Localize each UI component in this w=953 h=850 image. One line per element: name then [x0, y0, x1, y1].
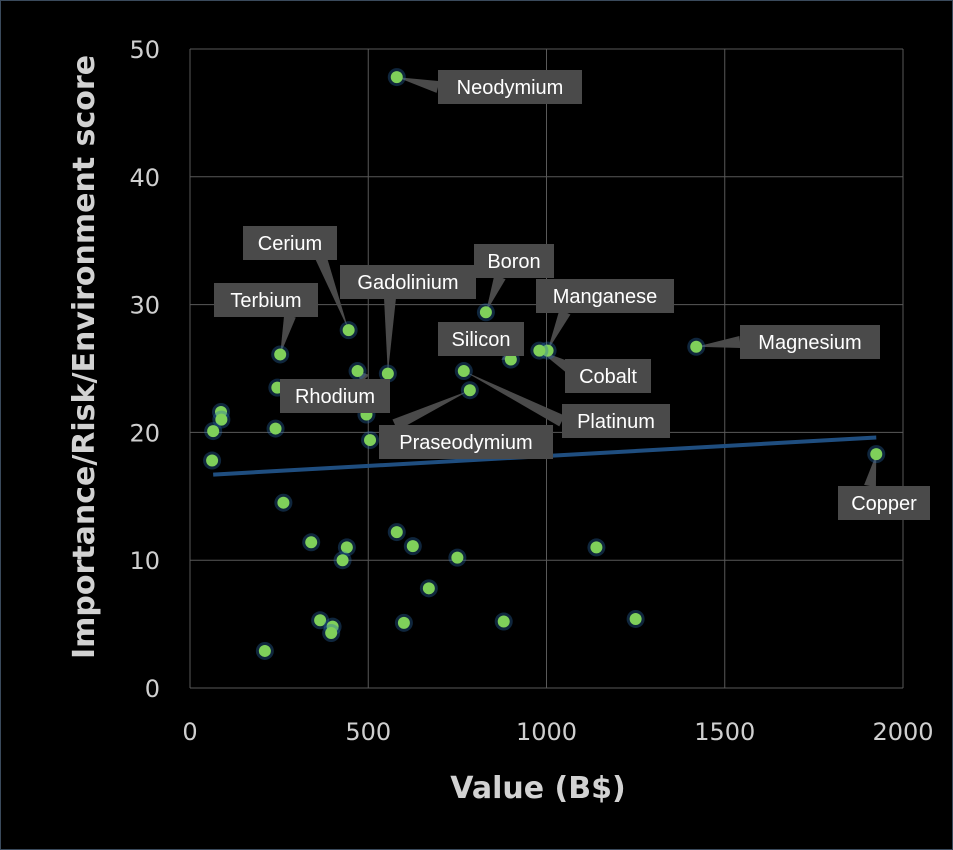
callout-leader-cerium: [314, 252, 349, 331]
callout-label-manganese: Manganese: [553, 286, 658, 308]
data-point-copper: [870, 448, 883, 461]
callout-label-boron: Boron: [487, 251, 540, 273]
callout-box-rhodium: [280, 379, 390, 413]
data-point: [314, 614, 327, 627]
data-point: [390, 526, 403, 539]
callout-leader-gadolinium: [384, 297, 396, 374]
x-tick-label: 2000: [872, 718, 933, 746]
data-point-terbium: [274, 348, 287, 361]
data-point: [364, 434, 377, 447]
callout-leader-boron: [485, 274, 506, 313]
callout-box-platinum: [562, 404, 670, 438]
data-callouts: Neodymium Cerium Terbium Gadolinium Boron Man…: [214, 70, 930, 520]
data-point: [206, 454, 219, 467]
data-point: [277, 496, 290, 509]
callout-label-praseodymium: Praseodymium: [399, 432, 532, 454]
callout-box-boron: [474, 244, 554, 278]
data-point-cobalt: [533, 344, 546, 357]
data-point: [397, 616, 410, 629]
data-point: [269, 422, 282, 435]
callout-label-gadolinium: Gadolinium: [357, 272, 458, 294]
y-tick-label: 0: [145, 675, 160, 703]
tick-labels: 0 500 1000 1500 2000 0 10 20 30 40 50: [129, 36, 933, 746]
data-point: [451, 551, 464, 564]
data-point: [590, 541, 603, 554]
data-point-boron: [479, 306, 492, 319]
gridlines: [189, 48, 904, 689]
data-point-praseodymium: [463, 384, 476, 397]
callout-label-terbium: Terbium: [230, 290, 301, 312]
callout-box-cobalt: [565, 359, 651, 393]
data-point-cerium: [342, 324, 355, 337]
x-tick-label: 1000: [516, 718, 577, 746]
data-point-gadolinium: [381, 367, 394, 380]
data-point: [336, 554, 349, 567]
callout-label-magnesium: Magnesium: [758, 332, 861, 354]
callout-box-manganese: [536, 279, 674, 313]
callout-leader-platinum: [463, 371, 565, 427]
data-point: [406, 540, 419, 553]
y-axis-title: Importance/Risk/Environment score: [67, 55, 102, 659]
x-axis-title: Value (B$): [450, 771, 625, 806]
y-tick-label: 40: [129, 164, 160, 192]
data-point-manganese: [541, 344, 554, 357]
data-point-magnesium: [690, 340, 703, 353]
callout-leader-neodymium: [396, 77, 440, 93]
callout-label-cerium: Cerium: [258, 233, 322, 255]
x-tick-label: 500: [345, 718, 391, 746]
callout-box-neodymium: [438, 70, 582, 104]
callout-label-rhodium: Rhodium: [295, 386, 375, 408]
data-point: [305, 536, 318, 549]
data-point-platinum: [457, 365, 470, 378]
callout-leader-copper: [864, 454, 877, 488]
y-tick-label: 10: [129, 547, 160, 575]
callout-leader-terbium: [280, 314, 296, 355]
callout-leaders: [280, 77, 877, 488]
y-tick-label: 20: [129, 419, 160, 447]
callout-label-cobalt: Cobalt: [579, 366, 637, 388]
data-points: [203, 68, 886, 660]
callout-label-copper: Copper: [851, 493, 917, 515]
data-point: [422, 582, 435, 595]
data-point: [207, 425, 220, 438]
callout-box-copper: [838, 486, 930, 520]
callout-label-silicon: Silicon: [452, 329, 511, 351]
callout-leader-manganese: [547, 309, 571, 351]
data-point: [258, 644, 271, 657]
callout-box-gadolinium: [340, 265, 476, 299]
data-point: [497, 615, 510, 628]
data-point: [340, 541, 353, 554]
data-point-rhodium: [351, 365, 364, 378]
callout-leader-magnesium: [696, 336, 741, 348]
data-point-silicon: [504, 353, 517, 366]
callout-label-platinum: Platinum: [577, 411, 655, 433]
callout-box-magnesium: [740, 325, 880, 359]
x-tick-label: 1500: [694, 718, 755, 746]
data-point: [215, 413, 228, 426]
callout-box-praseodymium: [379, 425, 553, 459]
data-point-neodymium: [390, 71, 403, 84]
y-tick-label: 50: [129, 36, 160, 64]
x-tick-label: 0: [182, 718, 197, 746]
callout-box-cerium: [243, 226, 337, 260]
data-point: [629, 612, 642, 625]
callout-box-silicon: [438, 322, 524, 356]
callout-label-neodymium: Neodymium: [457, 77, 564, 99]
data-point: [325, 627, 338, 640]
callout-leader-praseodymium: [392, 390, 470, 431]
y-tick-label: 30: [129, 292, 160, 320]
callout-box-terbium: [214, 283, 318, 317]
